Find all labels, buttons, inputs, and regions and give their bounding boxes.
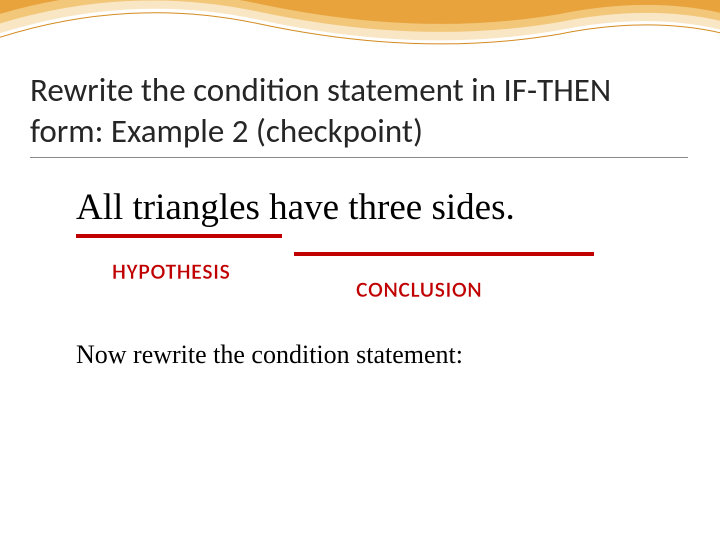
underline-row: [30, 234, 690, 244]
title-underline: [30, 157, 688, 158]
statement-wrap: All triangles have three sides.: [30, 186, 690, 230]
rewrite-prompt: Now rewrite the condition statement:: [30, 340, 690, 370]
hypothesis-label: HYPOTHESIS: [112, 258, 230, 285]
slide-title: Rewrite the condition statement in IF-TH…: [30, 70, 690, 153]
labels-row: HYPOTHESIS CONCLUSION: [30, 244, 690, 304]
slide-content: Rewrite the condition statement in IF-TH…: [0, 0, 720, 370]
conclusion-label: CONCLUSION: [356, 276, 482, 303]
hypothesis-underline: [76, 234, 282, 238]
statement-text: All triangles have three sides.: [76, 187, 515, 228]
